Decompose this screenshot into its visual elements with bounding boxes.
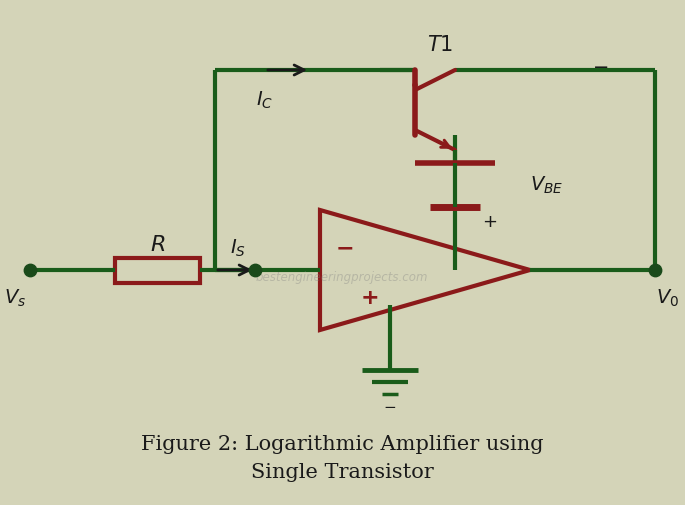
Text: Figure 2: Logarithmic Amplifier using
Single Transistor: Figure 2: Logarithmic Amplifier using Si… bbox=[140, 434, 543, 481]
Polygon shape bbox=[320, 210, 530, 330]
Text: −: − bbox=[384, 400, 397, 416]
Text: $I_C$: $I_C$ bbox=[256, 89, 273, 111]
Text: $-$: $-$ bbox=[592, 56, 608, 75]
Text: $V_{BE}$: $V_{BE}$ bbox=[530, 174, 563, 195]
Text: −: − bbox=[336, 238, 354, 258]
Text: +: + bbox=[361, 288, 379, 308]
Text: $V_s$: $V_s$ bbox=[4, 287, 26, 309]
Text: $R$: $R$ bbox=[150, 235, 166, 255]
Text: $T1$: $T1$ bbox=[427, 35, 453, 55]
Bar bbox=[115, 258, 200, 283]
Point bbox=[249, 266, 260, 274]
Point bbox=[25, 266, 36, 274]
Point bbox=[649, 266, 660, 274]
Text: $V_0$: $V_0$ bbox=[656, 287, 680, 309]
Text: bestengineeringprojects.com: bestengineeringprojects.com bbox=[256, 272, 428, 284]
Text: $+$: $+$ bbox=[482, 213, 497, 231]
Text: $I_S$: $I_S$ bbox=[230, 237, 246, 259]
